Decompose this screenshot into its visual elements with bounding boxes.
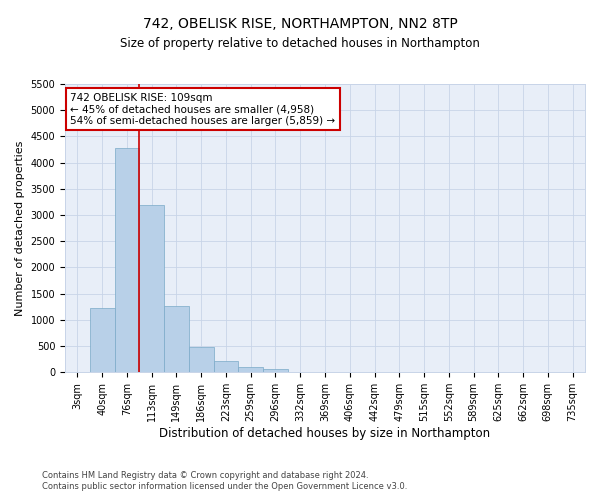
Text: 742 OBELISK RISE: 109sqm
← 45% of detached houses are smaller (4,958)
54% of sem: 742 OBELISK RISE: 109sqm ← 45% of detach… bbox=[70, 92, 335, 126]
Bar bbox=[90, 308, 115, 372]
Bar bbox=[139, 204, 164, 372]
Text: Contains HM Land Registry data © Crown copyright and database right 2024.: Contains HM Land Registry data © Crown c… bbox=[42, 471, 368, 480]
Bar bbox=[115, 148, 139, 372]
X-axis label: Distribution of detached houses by size in Northampton: Distribution of detached houses by size … bbox=[160, 427, 491, 440]
Text: 742, OBELISK RISE, NORTHAMPTON, NN2 8TP: 742, OBELISK RISE, NORTHAMPTON, NN2 8TP bbox=[143, 18, 457, 32]
Bar bbox=[238, 367, 263, 372]
Text: Size of property relative to detached houses in Northampton: Size of property relative to detached ho… bbox=[120, 38, 480, 51]
Y-axis label: Number of detached properties: Number of detached properties bbox=[15, 140, 25, 316]
Bar bbox=[189, 347, 214, 372]
Bar bbox=[164, 306, 189, 372]
Bar bbox=[214, 361, 238, 372]
Text: Contains public sector information licensed under the Open Government Licence v3: Contains public sector information licen… bbox=[42, 482, 407, 491]
Bar bbox=[263, 368, 288, 372]
